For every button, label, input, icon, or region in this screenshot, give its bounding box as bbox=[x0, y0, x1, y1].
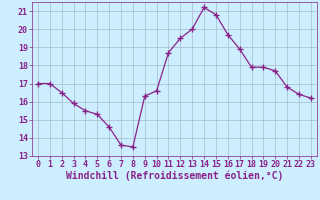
X-axis label: Windchill (Refroidissement éolien,°C): Windchill (Refroidissement éolien,°C) bbox=[66, 171, 283, 181]
